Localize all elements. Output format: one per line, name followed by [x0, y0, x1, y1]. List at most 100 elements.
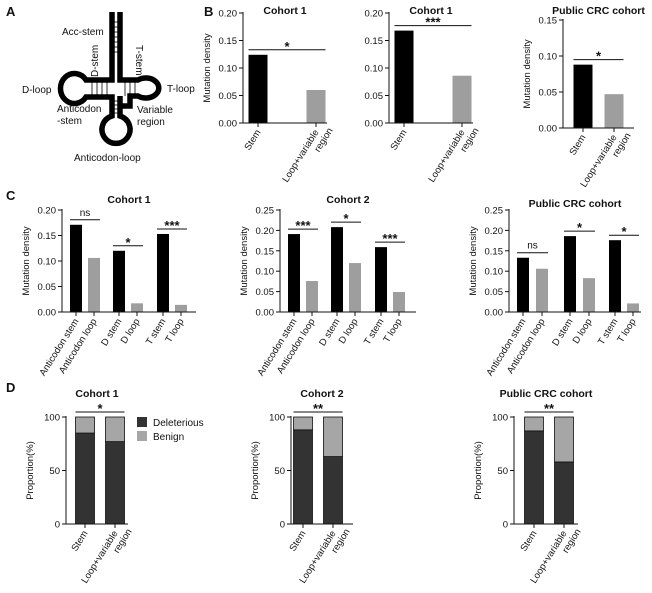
y-tick-label: 0.05 [539, 88, 558, 99]
y-tick-label: 100 [44, 413, 60, 424]
y-tick-label: 0.00 [38, 308, 57, 319]
y-tick-label: 0.25 [256, 206, 275, 217]
stem-hatching [91, 21, 136, 114]
y-tick-label: 50 [497, 466, 508, 477]
y-tick-label: 0.10 [485, 267, 504, 278]
trna-diagram: Acc-stem T-stem D-stem D-loop T-loop Ant… [22, 12, 195, 164]
bar-benign [524, 416, 544, 432]
bar-benign [293, 416, 313, 431]
y-tick-label: 0 [503, 520, 508, 531]
y-tick-label: 0 [55, 520, 60, 531]
bar [331, 227, 343, 312]
y-tick-label: 0.00 [485, 308, 504, 319]
bar [609, 240, 621, 312]
y-tick-label: 0.00 [256, 308, 275, 319]
x-tick-label: Loop+variableregion [280, 120, 335, 190]
y-tick-label: 0.15 [219, 36, 238, 47]
significance-label: ** [544, 401, 555, 416]
x-tick-label-line: Loop+variable [280, 128, 321, 185]
significance-label: ns [80, 208, 91, 219]
panel-label-d: D [6, 380, 15, 395]
x-tick-label: T stem [362, 317, 387, 347]
y-axis-label: Proportion(%) [473, 441, 484, 500]
x-tick-label: Stem [287, 529, 308, 554]
y-tick-label: 0.00 [219, 119, 238, 130]
y-axis-label: Mutation density [21, 226, 32, 295]
bar [131, 303, 143, 312]
label-t-stem: T-stem [133, 45, 144, 76]
bar [375, 247, 387, 312]
significance-label: *** [295, 218, 311, 233]
chart-title: Cohort 1 [409, 5, 452, 17]
bar-benign [554, 416, 574, 463]
y-tick-label: 0.20 [365, 9, 384, 20]
significance-label: ns [527, 241, 538, 252]
chart-d2: Cohort 2 Proportion(%) 0 50 100 StemLoop+vari… [250, 388, 353, 585]
bar [248, 54, 268, 123]
bar [70, 224, 82, 312]
x-tick-label: Loop+variableregion [426, 120, 481, 190]
bar [349, 263, 361, 312]
bar [394, 30, 414, 124]
y-axis-label: Mutation density [239, 226, 250, 295]
y-tick-label: 50 [274, 466, 285, 477]
x-tick-label: Stem [242, 128, 263, 153]
significance-label: * [596, 49, 602, 64]
bar [452, 75, 472, 123]
y-tick-label: 0.15 [365, 36, 384, 47]
chart-c3: Public CRC cohort Mutation density 0.00 0.0… [468, 198, 641, 378]
x-tick-label: D stem [99, 317, 124, 348]
x-tick-label: Loop+variableregion [578, 125, 633, 195]
y-tick-label: 0.05 [256, 287, 275, 298]
label-anticodon-stem-2: -stem [57, 116, 82, 127]
x-tick-label: D stem [550, 317, 575, 348]
x-tick-label: Loop+variableregion [528, 521, 583, 591]
y-tick-label: 0.20 [485, 226, 504, 237]
chart-b2: Cohort 1 0.00 0.05 0.10 0.15 0.20 Stem Loop+var… [365, 5, 482, 190]
y-tick-label: 0.10 [38, 257, 57, 268]
y-tick-label: 0.10 [539, 52, 558, 63]
chart-d3: Public CRC cohort Proportion(%) 0 50 100 Stem… [473, 388, 593, 591]
label-anticodon-loop: Anticodon-loop [74, 153, 141, 164]
chart-d1: Cohort 1 Proportion(%) 0 50 100 StemLoop+vari… [25, 388, 204, 591]
y-tick-label: 0.00 [539, 124, 558, 135]
bar-benign [323, 416, 343, 457]
x-tick-label: D loop [571, 317, 595, 346]
chart-title: Public CRC cohort [552, 5, 645, 17]
x-tick-label: T loop [163, 317, 186, 345]
bar [157, 233, 169, 312]
significance-label: * [97, 401, 103, 416]
bar-deleterious [105, 441, 125, 525]
label-variable-1: Variable [137, 105, 173, 116]
y-tick-label: 100 [492, 413, 508, 424]
chart-b3: Public CRC cohort Mutation density 0.00 0.0… [522, 5, 645, 195]
bar [573, 64, 593, 128]
x-tick-label: Stem [69, 529, 90, 554]
legend-swatch-deleterious [137, 417, 147, 427]
y-axis-label: Proportion(%) [25, 441, 36, 500]
y-tick-label: 100 [269, 413, 285, 424]
label-t-loop: T-loop [167, 84, 195, 95]
legend-label-benign: Benign [153, 432, 184, 443]
chart-title: Cohort 1 [263, 5, 306, 17]
bar-deleterious [554, 461, 574, 525]
label-variable-2: region [137, 117, 165, 128]
legend-label-deleterious: Deleterious [153, 418, 204, 429]
y-tick-label: 0.10 [219, 64, 238, 75]
y-axis-label: Mutation density [522, 39, 533, 108]
bar [536, 268, 548, 312]
bar-deleterious [323, 456, 343, 525]
x-tick-label: D loop [119, 317, 143, 346]
chart-title: Cohort 1 [107, 194, 150, 206]
bar-benign [75, 416, 95, 434]
label-d-stem: D-stem [90, 45, 101, 77]
x-tick-label: D loop [337, 317, 361, 346]
y-axis-label: Mutation density [202, 33, 213, 102]
x-tick-label: Loop+variableregion [79, 521, 134, 591]
x-tick-label: T stem [596, 317, 621, 347]
panel-label-b: B [204, 4, 213, 19]
panel-label-a: A [6, 4, 16, 19]
y-tick-label: 0.15 [539, 16, 558, 27]
y-tick-label: 0.20 [219, 9, 238, 20]
